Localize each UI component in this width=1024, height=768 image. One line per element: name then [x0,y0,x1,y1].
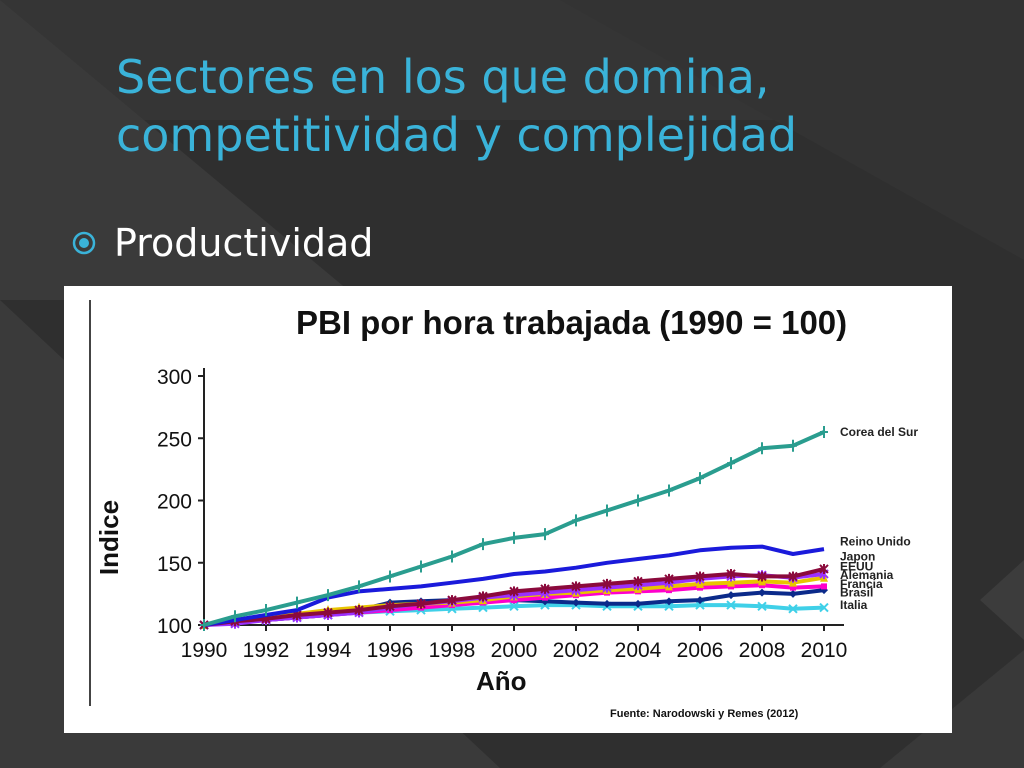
data-point-corea-del-sur [262,604,270,617]
data-point-corea-del-sur [572,514,580,527]
x-tick-label: 1996 [367,639,414,662]
series-label: EEUU [840,559,873,573]
data-point-corea-del-sur [200,619,208,631]
data-point-japon [323,607,333,618]
x-tick-label: 1992 [243,639,290,662]
data-point-japon [385,601,395,612]
series-label: Reino Unido [840,535,911,549]
line-chart: 100 150 200 250 300 1990 1992 1994 1996 1998 2000 2… [89,300,918,706]
chart-title: PBI por hora trabajada (1990 = 100) [296,304,848,341]
data-point-francia [790,584,796,591]
data-point-italia [788,604,798,614]
data-point-corea-del-sur [696,472,704,485]
data-point-corea-del-sur [820,426,828,439]
x-axis-label: Año [476,666,527,696]
series-label: Alemania [840,568,894,582]
y-tick-label: 300 [157,366,192,389]
data-point-italia [726,600,736,610]
x-tick-label: 1990 [181,639,228,662]
x-tick-label: 2002 [553,639,600,662]
series-label: Francia [840,577,883,591]
y-tick-label: 250 [157,428,192,451]
x-tick-label: 2008 [739,639,786,662]
data-point-japon [726,568,736,579]
y-tick-label: 150 [157,553,192,576]
data-point-japon [540,583,550,594]
data-point-corea-del-sur [324,589,332,602]
data-point-italia [819,602,829,613]
data-point-corea-del-sur [479,538,487,551]
data-point-brasil [696,596,704,605]
data-point-brasil [758,588,766,597]
data-point-italia [757,601,767,612]
data-point-brasil [634,599,642,608]
y-tick-label: 100 [157,615,192,638]
x-tick-label: 2006 [677,639,724,662]
data-point-corea-del-sur [634,494,642,507]
series-label: Corea del Sur [840,425,918,439]
data-point-francia [821,583,827,590]
data-point-italia [664,601,674,612]
data-point-italia [695,600,705,610]
data-point-corea-del-sur [386,570,394,583]
data-point-brasil [789,589,797,598]
data-point-corea-del-sur [727,457,735,470]
series-line-reino-unido [203,544,825,627]
data-point-japon [695,571,705,582]
data-point-japon [354,605,364,616]
x-tick-label: 1994 [305,639,352,662]
bullet-productividad: Productividad [66,218,373,268]
data-point-brasil [727,591,735,600]
data-point-japon [819,563,829,574]
series-label: Brasil [840,586,873,600]
data-point-corea-del-sur [789,439,797,452]
y-axis-label: Indice [94,499,125,576]
data-point-corea-del-sur [355,580,363,593]
data-point-corea-del-sur [293,596,301,609]
data-point-corea-del-sur [758,442,766,455]
data-point-corea-del-sur [448,550,456,563]
data-point-japon [633,576,643,587]
data-point-japon [416,598,426,609]
series-label: Italia [840,598,868,612]
data-point-corea-del-sur [231,610,239,623]
data-point-corea-del-sur [603,504,611,517]
data-point-japon [571,581,581,592]
chart-panel: 100 150 200 250 300 1990 1992 1994 1996 1998 2000 2… [64,286,952,733]
y-tick-label: 200 [157,491,192,514]
circled-dot-icon [72,231,96,255]
data-point-corea-del-sur [541,528,549,541]
data-point-japon [664,573,674,584]
data-point-alemania [727,577,735,587]
x-tick-label: 2004 [615,639,662,662]
data-point-brasil [603,599,611,608]
data-point-corea-del-sur [510,531,518,544]
data-point-brasil [541,597,549,606]
data-point-brasil [665,597,673,606]
data-point-japon [788,571,798,582]
data-point-japon [757,571,767,582]
slide-title: Sectores en los que domina, competitivid… [116,50,798,162]
x-tick-label: 2010 [801,639,848,662]
x-tick-label: 2000 [491,639,538,662]
data-point-japon [509,586,519,597]
data-point-corea-del-sur [417,560,425,573]
data-point-corea-del-sur [665,484,673,497]
series-label: Japon [840,550,875,564]
source-note: Fuente: Narodowski y Remes (2012) [610,708,799,720]
data-point-japon [478,591,488,602]
data-point-japon [602,578,612,589]
data-point-italia [509,601,519,612]
x-tick-label: 1998 [429,639,476,662]
data-point-japon [447,595,457,606]
data-point-brasil [572,598,580,607]
bullet-text: Productividad [114,221,374,265]
